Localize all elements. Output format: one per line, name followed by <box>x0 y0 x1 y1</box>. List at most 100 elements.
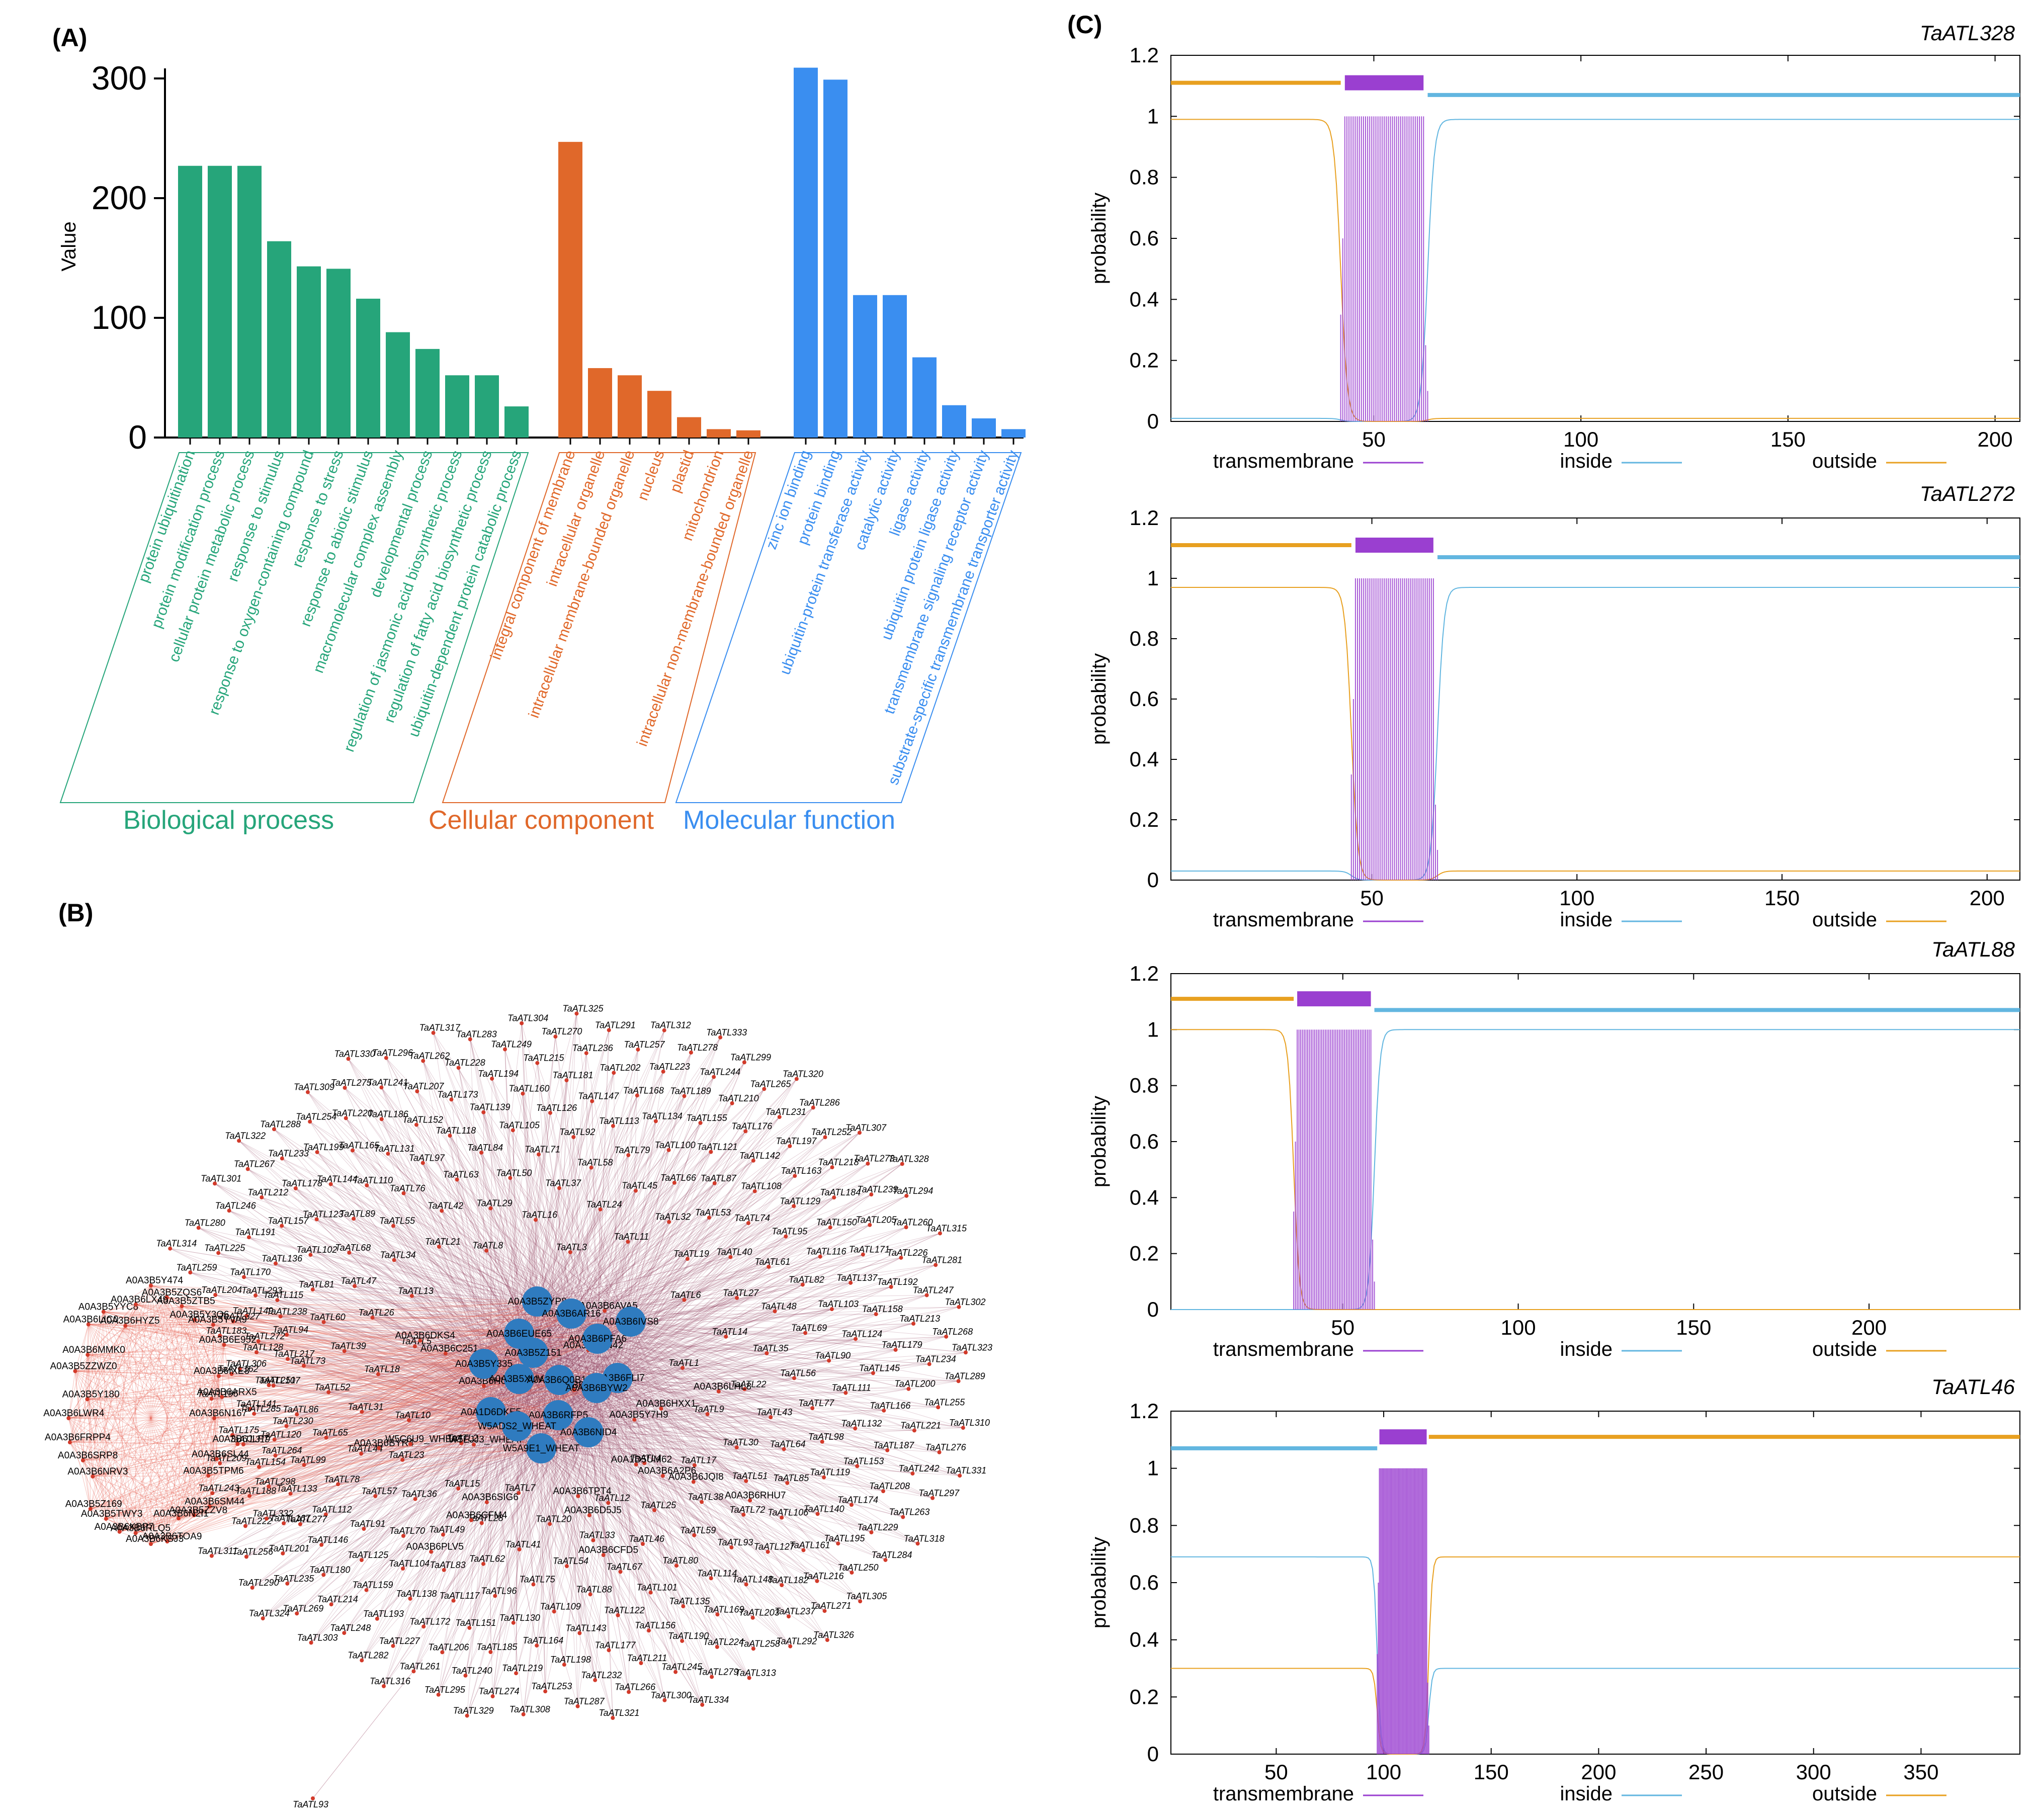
network-edge <box>381 1119 518 1427</box>
atl-node-label: TaATL123 <box>303 1209 344 1220</box>
network-edge <box>280 1301 538 1317</box>
network-edge <box>517 1299 685 1427</box>
network-edge <box>558 1071 664 1416</box>
network-edge <box>571 1264 936 1314</box>
atl-node-label: TaATL215 <box>523 1053 564 1063</box>
network-edge <box>287 1301 538 1359</box>
atl-node-label: TaATL290 <box>238 1578 279 1588</box>
network-edge <box>517 1182 675 1427</box>
atl-node-label: TaATL27 <box>723 1288 759 1298</box>
atl-node-label: TaATL103 <box>818 1299 859 1309</box>
network-edge <box>296 1321 631 1614</box>
network-edge <box>220 1379 560 1464</box>
network-edge <box>381 1087 538 1302</box>
network-edge <box>287 1358 559 1416</box>
network-edge <box>537 1175 795 1302</box>
network-edge <box>533 1197 834 1353</box>
network-edge <box>558 1415 591 1595</box>
network-edge <box>558 1410 884 1416</box>
network-edge <box>281 1226 534 1353</box>
network-edge <box>346 1118 484 1364</box>
network-edge <box>617 1377 888 1451</box>
network-edge <box>533 1071 664 1353</box>
go-group-label: Cellular component <box>429 806 654 835</box>
network-edge <box>504 1049 597 1389</box>
network-edge <box>246 1315 560 1380</box>
network-edge <box>558 1107 814 1416</box>
network-edge <box>372 1317 491 1413</box>
network-edge <box>422 1061 534 1353</box>
network-edge <box>275 1426 518 1456</box>
atl-node-label: TaATL140 <box>804 1504 844 1514</box>
network-edge <box>597 1338 918 1544</box>
network-edge <box>596 1388 856 1429</box>
network-edge <box>519 1183 715 1379</box>
network-edge <box>597 1338 933 1499</box>
network-edge <box>521 1023 559 1416</box>
network-edge <box>297 1321 631 1415</box>
network-edge <box>490 1125 614 1413</box>
network-edge <box>617 1160 754 1378</box>
network-edge <box>597 1338 817 1582</box>
topology-y-tick-label: 0 <box>1147 1297 1159 1321</box>
network-edge <box>596 1227 830 1389</box>
atl-node-label: TaATL250 <box>837 1563 878 1573</box>
network-edge <box>571 1313 676 1672</box>
network-edge <box>617 1336 947 1378</box>
network-edge <box>559 1379 695 1536</box>
mid-node-label: A0A3B6C251 <box>420 1343 478 1354</box>
network-edge <box>571 1313 903 1518</box>
network-edge <box>566 1080 618 1378</box>
atl-node-label: TaATL13 <box>398 1286 434 1296</box>
atl-node-label: TaATL217 <box>274 1349 315 1359</box>
network-edge <box>519 1378 649 1631</box>
atl-node-label: TaATL189 <box>670 1086 711 1096</box>
network-edge <box>381 1118 598 1339</box>
network-edge <box>490 1412 818 1514</box>
network-edge <box>212 1388 597 1494</box>
network-edge <box>269 1384 491 1413</box>
network-edge <box>559 1222 669 1380</box>
network-edge <box>483 1112 534 1353</box>
network-edge <box>490 1412 524 1714</box>
topology-y-tick-label: 0.2 <box>1130 349 1159 372</box>
network-edge <box>273 1385 589 1433</box>
network-edge <box>519 1333 858 1466</box>
atl-node-label: TaATL30 <box>723 1437 758 1447</box>
network-edge <box>596 1388 789 1617</box>
atl-node-label: TaATL69 <box>791 1323 827 1333</box>
network-edge <box>325 1352 534 1515</box>
atl-node-label: TaATL253 <box>531 1681 572 1691</box>
network-edge <box>571 1313 861 1602</box>
network-edge <box>517 1323 914 1427</box>
network-edge <box>231 1373 597 1389</box>
network-edge <box>231 1373 518 1427</box>
network-edge <box>490 1412 550 1524</box>
network-edge <box>630 1122 701 1322</box>
network-edge <box>483 1167 591 1364</box>
network-edge <box>483 1363 825 1611</box>
atl-node-label: TaATL293 <box>241 1285 282 1295</box>
network-edge <box>617 1284 803 1378</box>
network-edge <box>269 1321 631 1385</box>
atl-node-label: TaATL235 <box>273 1574 314 1584</box>
network-edge <box>283 1379 560 1524</box>
network-edge <box>300 1363 484 1525</box>
network-edge <box>403 1377 618 1536</box>
atl-node-label: TaATL241 <box>367 1077 408 1087</box>
go-bar <box>558 142 582 438</box>
mid-node-label: A0A3B6SIG6 <box>462 1492 519 1503</box>
network-edge <box>263 1378 520 1619</box>
network-edge <box>596 1360 829 1389</box>
topology-x-tick-label: 200 <box>1851 1316 1887 1339</box>
network-edge <box>558 1258 688 1416</box>
network-edge <box>617 1294 927 1378</box>
network-edge <box>252 1321 631 1588</box>
network-edge <box>483 1225 870 1364</box>
network-edge <box>559 1379 828 1640</box>
network-edge <box>483 1363 791 1647</box>
network-edge <box>483 1412 491 1564</box>
atl-node-label: TaATL317 <box>419 1023 461 1033</box>
network-edge <box>519 1286 891 1334</box>
atl-node-label: TaATL174 <box>837 1495 878 1505</box>
